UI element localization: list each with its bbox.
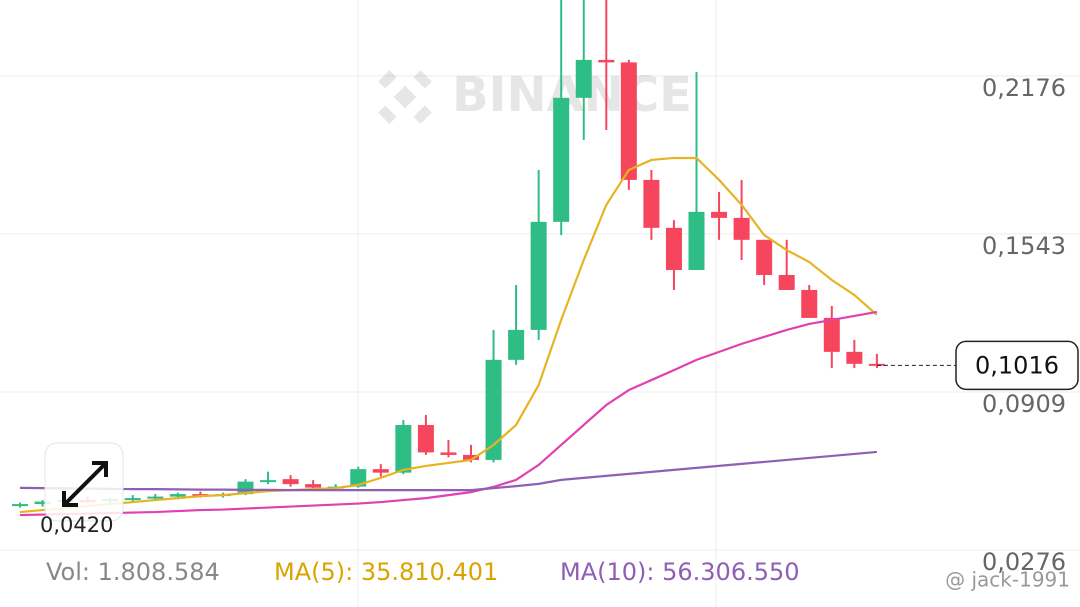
candle-body: [485, 359, 502, 460]
candle-body: [733, 217, 750, 240]
candle-body: [846, 351, 863, 364]
candle-body: [711, 211, 728, 218]
candle-body: [598, 59, 615, 63]
y-tick-label: 0,1543: [982, 232, 1066, 260]
candle-body: [124, 498, 141, 501]
volume-label: Vol: 1.808.584: [46, 558, 220, 586]
candle-body: [463, 454, 479, 460]
expand-button[interactable]: [44, 442, 124, 522]
candle-body: [372, 469, 389, 473]
candle-body: [34, 501, 51, 505]
candle-body: [756, 239, 773, 275]
candle-body: [417, 424, 434, 453]
ma-line: [19, 450, 877, 492]
watermark-text: BINANCE: [452, 67, 692, 123]
candle-body: [688, 211, 705, 271]
candle-body: [395, 424, 412, 473]
candle-body: [801, 289, 818, 318]
y-tick-label: 0,2176: [982, 74, 1066, 102]
candle-body: [508, 329, 525, 360]
candle-body: [575, 59, 592, 98]
candle-body: [440, 452, 457, 455]
candle-body: [643, 179, 660, 228]
candle-body: [350, 469, 367, 487]
candle-body: [553, 97, 570, 222]
volume-ma5: MA(5): 35.810.401: [274, 558, 498, 586]
low-marker-label: 0,0420: [40, 513, 113, 537]
plot: [12, 0, 885, 517]
candle-body: [530, 221, 547, 330]
candle-body: [620, 62, 637, 180]
volume-ma10: MA(10): 56.306.550: [560, 558, 800, 586]
candle-body: [665, 227, 682, 271]
candle-body: [282, 479, 299, 485]
ma-line: [19, 310, 878, 517]
candle-body: [778, 275, 795, 290]
credit: @ jack-1991: [945, 568, 1070, 592]
candle-body: [147, 496, 164, 499]
candle-body: [237, 481, 254, 495]
current-price-label: 0,1016: [975, 351, 1059, 379]
candle-body: [823, 317, 840, 352]
current-price-box: [955, 340, 1079, 391]
candle-body: [305, 484, 322, 488]
overlay: 0,1016: [876, 340, 1079, 391]
ma-line: [19, 156, 878, 514]
watermark: BINANCE: [378, 67, 692, 124]
y-tick-label: 0,0276: [982, 548, 1066, 576]
candle-body: [169, 494, 186, 497]
grid: 0,2176 0,1543 0,0909 0,0276: [0, 74, 1080, 576]
candle-body: [12, 504, 28, 507]
y-tick-label: 0,0909: [982, 390, 1066, 418]
candle-body: [260, 480, 277, 483]
